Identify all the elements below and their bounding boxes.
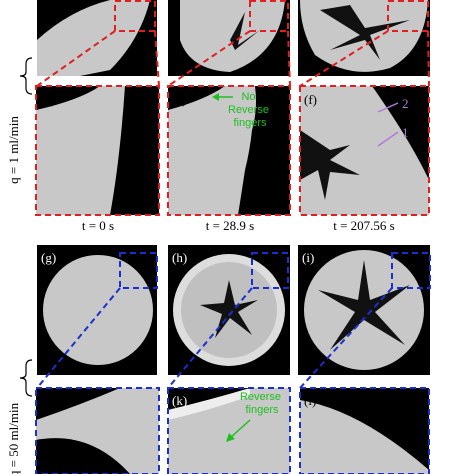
annotation: No Reverse fingers [228, 91, 272, 129]
time-label: t = 0 s [82, 218, 114, 233]
panel-label: (j) [40, 393, 52, 408]
row-g-i: (g) (h) (i) [36, 245, 431, 389]
side-label: q = 50 ml/min [6, 402, 21, 474]
panel-label: (f) [304, 92, 317, 107]
time-label: t = 207.56 s [333, 218, 395, 233]
side-label: q = 1 ml/min [6, 116, 21, 184]
annotation: Reverse fingers [240, 391, 284, 416]
panel-label: (g) [41, 250, 56, 265]
row-a-c [36, 0, 430, 87]
row-j-l: (j) (k) (l) Reverse fingers [35, 387, 430, 474]
panel-label: (l) [304, 393, 316, 408]
panel-label: (k) [172, 393, 187, 408]
panel-label: (d) [40, 92, 55, 107]
panel-label: (e) [172, 92, 186, 107]
annotation: 1 [402, 125, 409, 140]
panel-label: (h) [172, 250, 187, 265]
row-d-f: (d) (e) (f) No Reverse fingers 2 1 [35, 85, 430, 216]
annotation: 2 [402, 96, 409, 111]
time-label: t = 28.9 s [206, 218, 255, 233]
panel-label: (i) [302, 250, 314, 265]
